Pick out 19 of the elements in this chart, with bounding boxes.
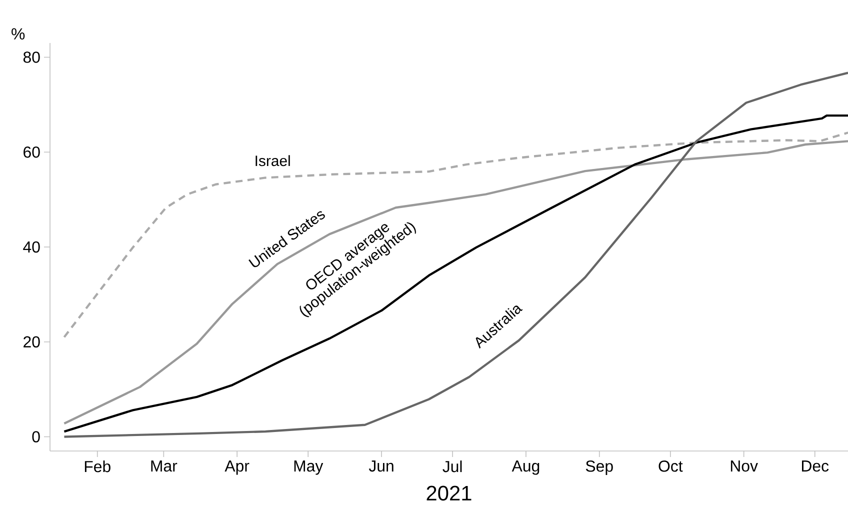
y-tick-label: 60 bbox=[24, 146, 40, 158]
series-label: Israel bbox=[256, 155, 290, 166]
x-tick-label: Sep bbox=[586, 460, 613, 475]
x-tick-label: Mar bbox=[151, 460, 178, 472]
y-tick-label: 40 bbox=[23, 241, 40, 253]
x-tick-label: Jul bbox=[442, 460, 462, 472]
x-tick-label: Oct bbox=[658, 460, 683, 472]
x-tick-label: Dec bbox=[802, 460, 829, 472]
x-axis-title: 2021 bbox=[426, 486, 472, 501]
y-tick-label: 20 bbox=[24, 336, 40, 348]
x-tick-label: Apr bbox=[224, 460, 250, 475]
y-axis-title: % bbox=[12, 28, 25, 40]
x-tick-label: Jun bbox=[368, 460, 394, 472]
y-tick-label: 80 bbox=[23, 52, 40, 63]
x-tick-label: Feb bbox=[84, 460, 110, 472]
y-tick-label: 0 bbox=[32, 431, 40, 442]
x-tick-label: Aug bbox=[512, 460, 540, 475]
x-tick-label: Nov bbox=[730, 460, 758, 472]
x-tick-label: May bbox=[294, 460, 324, 475]
